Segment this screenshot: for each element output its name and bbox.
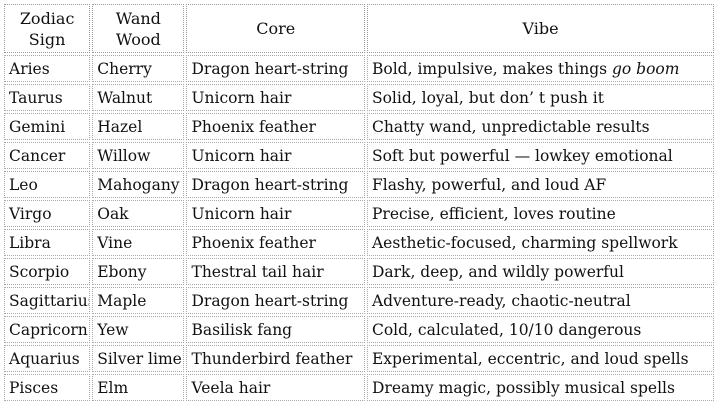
table-row: Pisces Elm Veela hair Dreamy magic, possibl… (4, 374, 714, 401)
core-cell: Thestral tail hair (186, 258, 365, 285)
core-cell: Dragon heart-string (186, 171, 365, 198)
table-row: Sagittarius Maple Dragon heart-string Adven… (4, 287, 714, 314)
table-row: Cancer Willow Unicorn hair Soft but powerfu… (4, 142, 714, 169)
header-core: Core (186, 4, 365, 53)
table-row: Capricorn Yew Basilisk fang Cold, calculate… (4, 316, 714, 343)
core-cell: Unicorn hair (186, 142, 365, 169)
core-cell: Unicorn hair (186, 200, 365, 227)
zodiac-wand-table: Zodiac Sign Wand Wood Core Vibe Aries Che… (2, 2, 716, 403)
zodiac-sign-cell: Capricorn (4, 316, 91, 343)
core-cell: Dragon heart-string (186, 55, 365, 82)
zodiac-sign-cell: Aries (4, 55, 91, 82)
zodiac-sign-cell: Pisces (4, 374, 91, 401)
zodiac-sign-cell: Scorpio (4, 258, 91, 285)
wand-wood-cell: Mahogany (92, 171, 185, 198)
vibe-text: Experimental, eccentric, and loud spells (371, 349, 689, 368)
vibe-cell: Precise, efficient, loves routine (366, 200, 714, 227)
zodiac-sign-cell: Aquarius (4, 345, 91, 372)
zodiac-sign-cell: Cancer (4, 142, 91, 169)
vibe-emphasis: go boom (612, 59, 680, 78)
wand-wood-cell: Oak (92, 200, 185, 227)
wand-wood-cell: Ebony (92, 258, 185, 285)
table-row: Virgo Oak Unicorn hair Precise, efficient, … (4, 200, 714, 227)
core-cell: Unicorn hair (186, 84, 365, 111)
vibe-cell: Dreamy magic, possibly musical spells (366, 374, 714, 401)
vibe-text: Bold, impulsive, makes things (371, 59, 612, 78)
core-cell: Phoenix feather (186, 229, 365, 256)
wand-wood-cell: Yew (92, 316, 185, 343)
vibe-cell: Adventure-ready, chaotic-neutral (366, 287, 714, 314)
zodiac-sign-cell: Taurus (4, 84, 91, 111)
table-row: Gemini Hazel Phoenix feather Chatty wand, u… (4, 113, 714, 140)
vibe-cell: Chatty wand, unpredictable results (366, 113, 714, 140)
vibe-cell: Experimental, eccentric, and loud spells (366, 345, 714, 372)
vibe-text: Flashy, powerful, and loud AF (371, 175, 607, 194)
table-body: Aries Cherry Dragon heart-string Bold, impu… (4, 55, 714, 401)
vibe-cell: Soft but powerful — lowkey emotional (366, 142, 714, 169)
table-row: Scorpio Ebony Thestral tail hair Dark, deep… (4, 258, 714, 285)
core-cell: Phoenix feather (186, 113, 365, 140)
core-cell: Veela hair (186, 374, 365, 401)
wand-wood-cell: Elm (92, 374, 185, 401)
table-row: Leo Mahogany Dragon heart-string Flashy, po… (4, 171, 714, 198)
vibe-text: Precise, efficient, loves routine (371, 204, 616, 223)
header-zodiac-sign: Zodiac Sign (4, 4, 91, 53)
table-row: Aquarius Silver lime Thunderbird feather Ex… (4, 345, 714, 372)
vibe-cell: Aesthetic-focused, charming spellwork (366, 229, 714, 256)
wand-wood-cell: Cherry (92, 55, 185, 82)
vibe-text: Soft but powerful — lowkey emotional (371, 146, 673, 165)
zodiac-sign-cell: Sagittarius (4, 287, 91, 314)
header-vibe: Vibe (366, 4, 714, 53)
vibe-cell: Solid, loyal, but don’ t push it (366, 84, 714, 111)
zodiac-sign-cell: Libra (4, 229, 91, 256)
vibe-text: Adventure-ready, chaotic-neutral (371, 291, 631, 310)
core-cell: Basilisk fang (186, 316, 365, 343)
header-row: Zodiac Sign Wand Wood Core Vibe (4, 4, 714, 53)
wand-wood-cell: Silver lime (92, 345, 185, 372)
table-row: Libra Vine Phoenix feather Aesthetic-focuse… (4, 229, 714, 256)
vibe-cell: Cold, calculated, 10/10 dangerous (366, 316, 714, 343)
zodiac-sign-cell: Virgo (4, 200, 91, 227)
vibe-text: Dreamy magic, possibly musical spells (371, 378, 675, 397)
vibe-text: Dark, deep, and wildly powerful (371, 262, 624, 281)
vibe-cell: Bold, impulsive, makes things go boom (366, 55, 714, 82)
header-wand-wood: Wand Wood (92, 4, 185, 53)
vibe-text: Aesthetic-focused, charming spellwork (371, 233, 678, 252)
wand-wood-cell: Maple (92, 287, 185, 314)
table-row: Aries Cherry Dragon heart-string Bold, impu… (4, 55, 714, 82)
zodiac-sign-cell: Gemini (4, 113, 91, 140)
wand-wood-cell: Walnut (92, 84, 185, 111)
core-cell: Dragon heart-string (186, 287, 365, 314)
vibe-cell: Dark, deep, and wildly powerful (366, 258, 714, 285)
wand-wood-cell: Hazel (92, 113, 185, 140)
table-row: Taurus Walnut Unicorn hair Solid, loyal, bu… (4, 84, 714, 111)
wand-wood-cell: Vine (92, 229, 185, 256)
core-cell: Thunderbird feather (186, 345, 365, 372)
zodiac-sign-cell: Leo (4, 171, 91, 198)
vibe-text: Cold, calculated, 10/10 dangerous (371, 320, 642, 339)
vibe-cell: Flashy, powerful, and loud AF (366, 171, 714, 198)
wand-wood-cell: Willow (92, 142, 185, 169)
vibe-text: Chatty wand, unpredictable results (371, 117, 650, 136)
vibe-text: Solid, loyal, but don’ t push it (371, 88, 604, 107)
